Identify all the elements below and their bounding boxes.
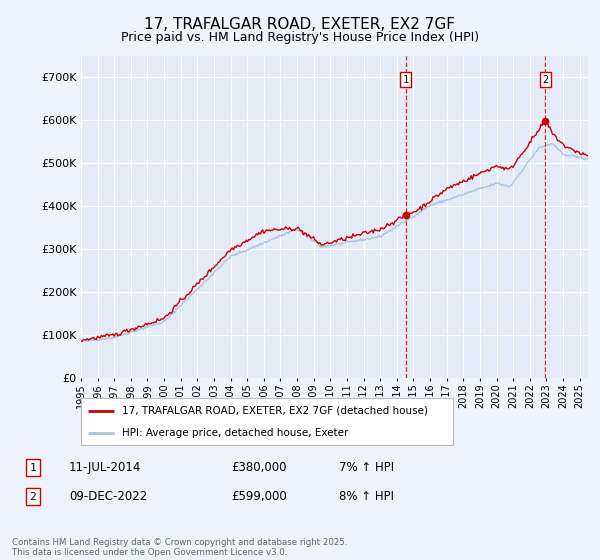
- Text: £599,000: £599,000: [231, 490, 287, 503]
- Text: Contains HM Land Registry data © Crown copyright and database right 2025.
This d: Contains HM Land Registry data © Crown c…: [12, 538, 347, 557]
- Text: 8% ↑ HPI: 8% ↑ HPI: [339, 490, 394, 503]
- Text: 11-JUL-2014: 11-JUL-2014: [69, 461, 142, 474]
- Text: 2: 2: [542, 74, 548, 85]
- Text: 1: 1: [29, 463, 37, 473]
- Text: 7% ↑ HPI: 7% ↑ HPI: [339, 461, 394, 474]
- Text: HPI: Average price, detached house, Exeter: HPI: Average price, detached house, Exet…: [122, 428, 348, 438]
- Text: 1: 1: [403, 74, 409, 85]
- Text: 2: 2: [29, 492, 37, 502]
- Text: Price paid vs. HM Land Registry's House Price Index (HPI): Price paid vs. HM Land Registry's House …: [121, 31, 479, 44]
- Text: 09-DEC-2022: 09-DEC-2022: [69, 490, 147, 503]
- Text: 17, TRAFALGAR ROAD, EXETER, EX2 7GF: 17, TRAFALGAR ROAD, EXETER, EX2 7GF: [145, 17, 455, 32]
- Text: 17, TRAFALGAR ROAD, EXETER, EX2 7GF (detached house): 17, TRAFALGAR ROAD, EXETER, EX2 7GF (det…: [122, 406, 428, 416]
- Text: £380,000: £380,000: [231, 461, 287, 474]
